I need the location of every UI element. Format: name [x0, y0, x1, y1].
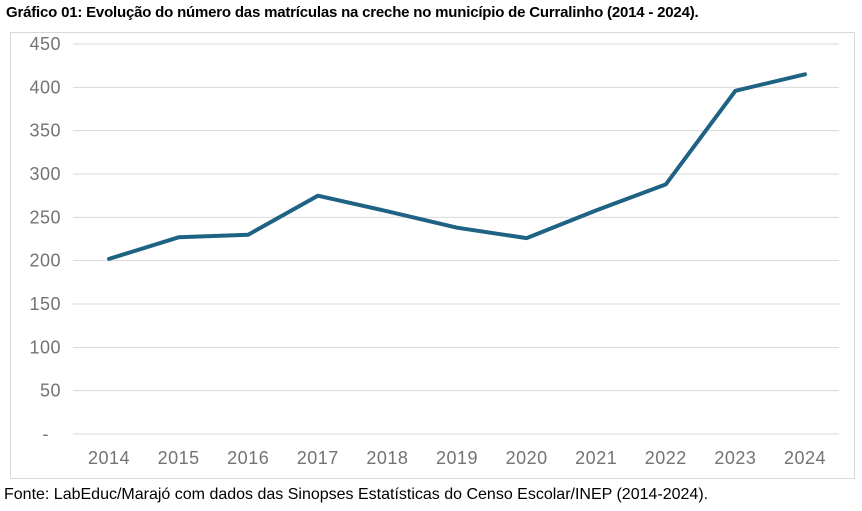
x-tick-label: 2022 [645, 448, 687, 468]
x-tick-label: 2018 [366, 448, 408, 468]
x-tick-label: 2021 [575, 448, 617, 468]
y-tick-label: 250 [29, 207, 61, 227]
y-tick-label: 50 [40, 381, 61, 401]
y-tick-label: 300 [29, 164, 61, 184]
x-tick-label: 2015 [158, 448, 200, 468]
x-tick-label: 2019 [436, 448, 478, 468]
x-tick-label: 2016 [227, 448, 269, 468]
y-tick-label: 100 [29, 337, 61, 357]
y-tick-label: 400 [29, 77, 61, 97]
y-tick-label: 200 [29, 251, 61, 271]
enrollment-series-line [107, 72, 807, 261]
chart-title: Gráfico 01: Evolução do número das matrí… [6, 4, 699, 21]
y-tick-label: 350 [29, 121, 61, 141]
y-tick-label: - [43, 424, 50, 444]
x-tick-label: 2014 [88, 448, 130, 468]
x-tick-label: 2024 [784, 448, 826, 468]
source-note: Fonte: LabEduc/Marajó com dados das Sino… [4, 486, 709, 503]
x-tick-label: 2020 [506, 448, 548, 468]
line-chart-canvas: 450 400 350 300 250 200 150 100 50 - 2014 2015 2016 2… [29, 34, 839, 468]
x-tick-label: 2023 [714, 448, 756, 468]
y-tick-label: 450 [29, 34, 61, 54]
y-tick-label: 150 [29, 294, 61, 314]
x-tick-label: 2017 [297, 448, 339, 468]
chart-frame: 450 400 350 300 250 200 150 100 50 - 2014 2015 2016 2… [10, 32, 855, 479]
